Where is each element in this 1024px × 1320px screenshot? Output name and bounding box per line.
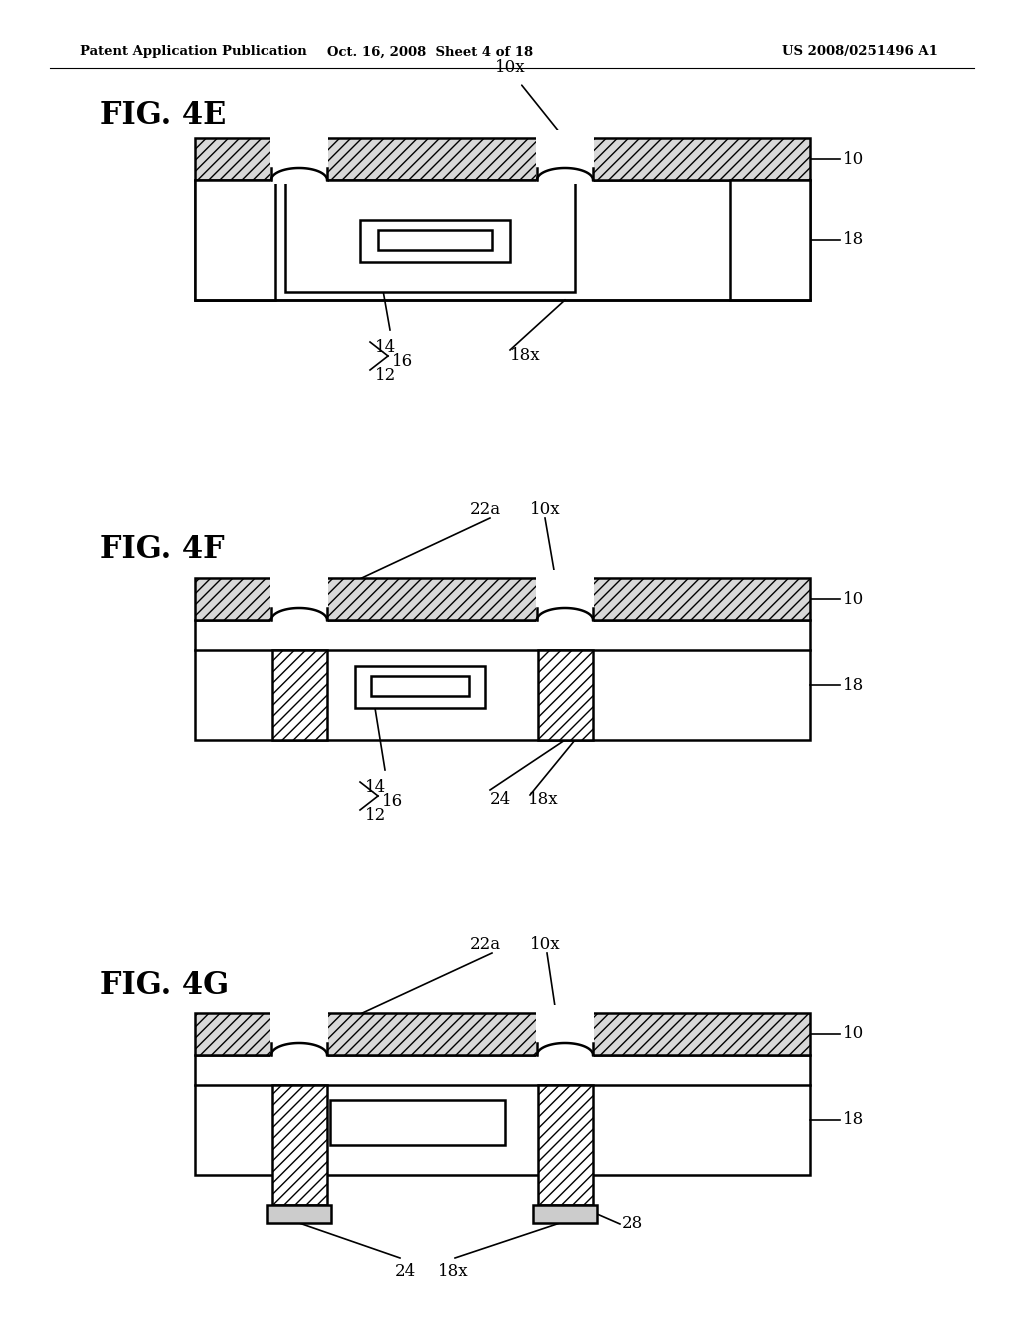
Text: 10: 10	[843, 150, 864, 168]
Text: 12: 12	[375, 367, 396, 384]
Text: 12: 12	[365, 808, 386, 825]
Text: FIG. 4G: FIG. 4G	[100, 969, 229, 1001]
Text: 28: 28	[622, 1216, 643, 1233]
Bar	[270, 1005, 328, 1059]
Bar	[534, 1205, 597, 1224]
Text: 18x: 18x	[438, 1262, 469, 1279]
Text: 10x: 10x	[530, 502, 560, 517]
Bar	[360, 220, 510, 261]
Text: 16: 16	[382, 793, 403, 810]
Text: FIG. 4E: FIG. 4E	[100, 99, 226, 131]
Bar	[285, 180, 575, 292]
Bar	[330, 1100, 505, 1144]
Bar	[195, 1055, 810, 1175]
Bar	[195, 139, 810, 180]
Text: 24: 24	[490, 792, 511, 808]
Text: 10x: 10x	[530, 936, 560, 953]
Text: 14: 14	[365, 780, 386, 796]
Bar	[195, 620, 810, 741]
Bar	[536, 570, 594, 624]
Bar	[538, 649, 593, 741]
Bar	[267, 1205, 331, 1224]
Bar	[730, 180, 810, 300]
Text: Oct. 16, 2008  Sheet 4 of 18: Oct. 16, 2008 Sheet 4 of 18	[327, 45, 534, 58]
Bar	[378, 230, 492, 249]
Bar	[272, 1085, 327, 1205]
Text: 18x: 18x	[510, 346, 541, 363]
Text: 14: 14	[375, 339, 396, 356]
Text: 16: 16	[392, 354, 413, 371]
Bar	[270, 129, 328, 183]
Bar	[536, 129, 594, 183]
Text: 18: 18	[843, 231, 864, 248]
Bar	[270, 570, 328, 624]
Text: 24: 24	[395, 1262, 416, 1279]
Bar	[355, 667, 485, 708]
Text: US 2008/0251496 A1: US 2008/0251496 A1	[782, 45, 938, 58]
Text: 10: 10	[843, 1026, 864, 1043]
Bar	[371, 676, 469, 696]
Text: 18x: 18x	[528, 792, 559, 808]
Text: FIG. 4F: FIG. 4F	[100, 535, 224, 565]
Bar	[536, 1005, 594, 1059]
Text: 22a: 22a	[470, 502, 501, 517]
Bar	[195, 578, 810, 620]
Text: 18: 18	[843, 1111, 864, 1129]
Text: 18: 18	[843, 676, 864, 693]
Bar	[195, 1012, 810, 1055]
Text: 10: 10	[843, 590, 864, 607]
Bar	[195, 180, 275, 300]
Bar	[538, 1085, 593, 1205]
Text: Patent Application Publication: Patent Application Publication	[80, 45, 307, 58]
Bar	[195, 180, 810, 300]
Text: 22a: 22a	[470, 936, 501, 953]
Text: 10x: 10x	[495, 59, 525, 77]
Bar	[272, 649, 327, 741]
